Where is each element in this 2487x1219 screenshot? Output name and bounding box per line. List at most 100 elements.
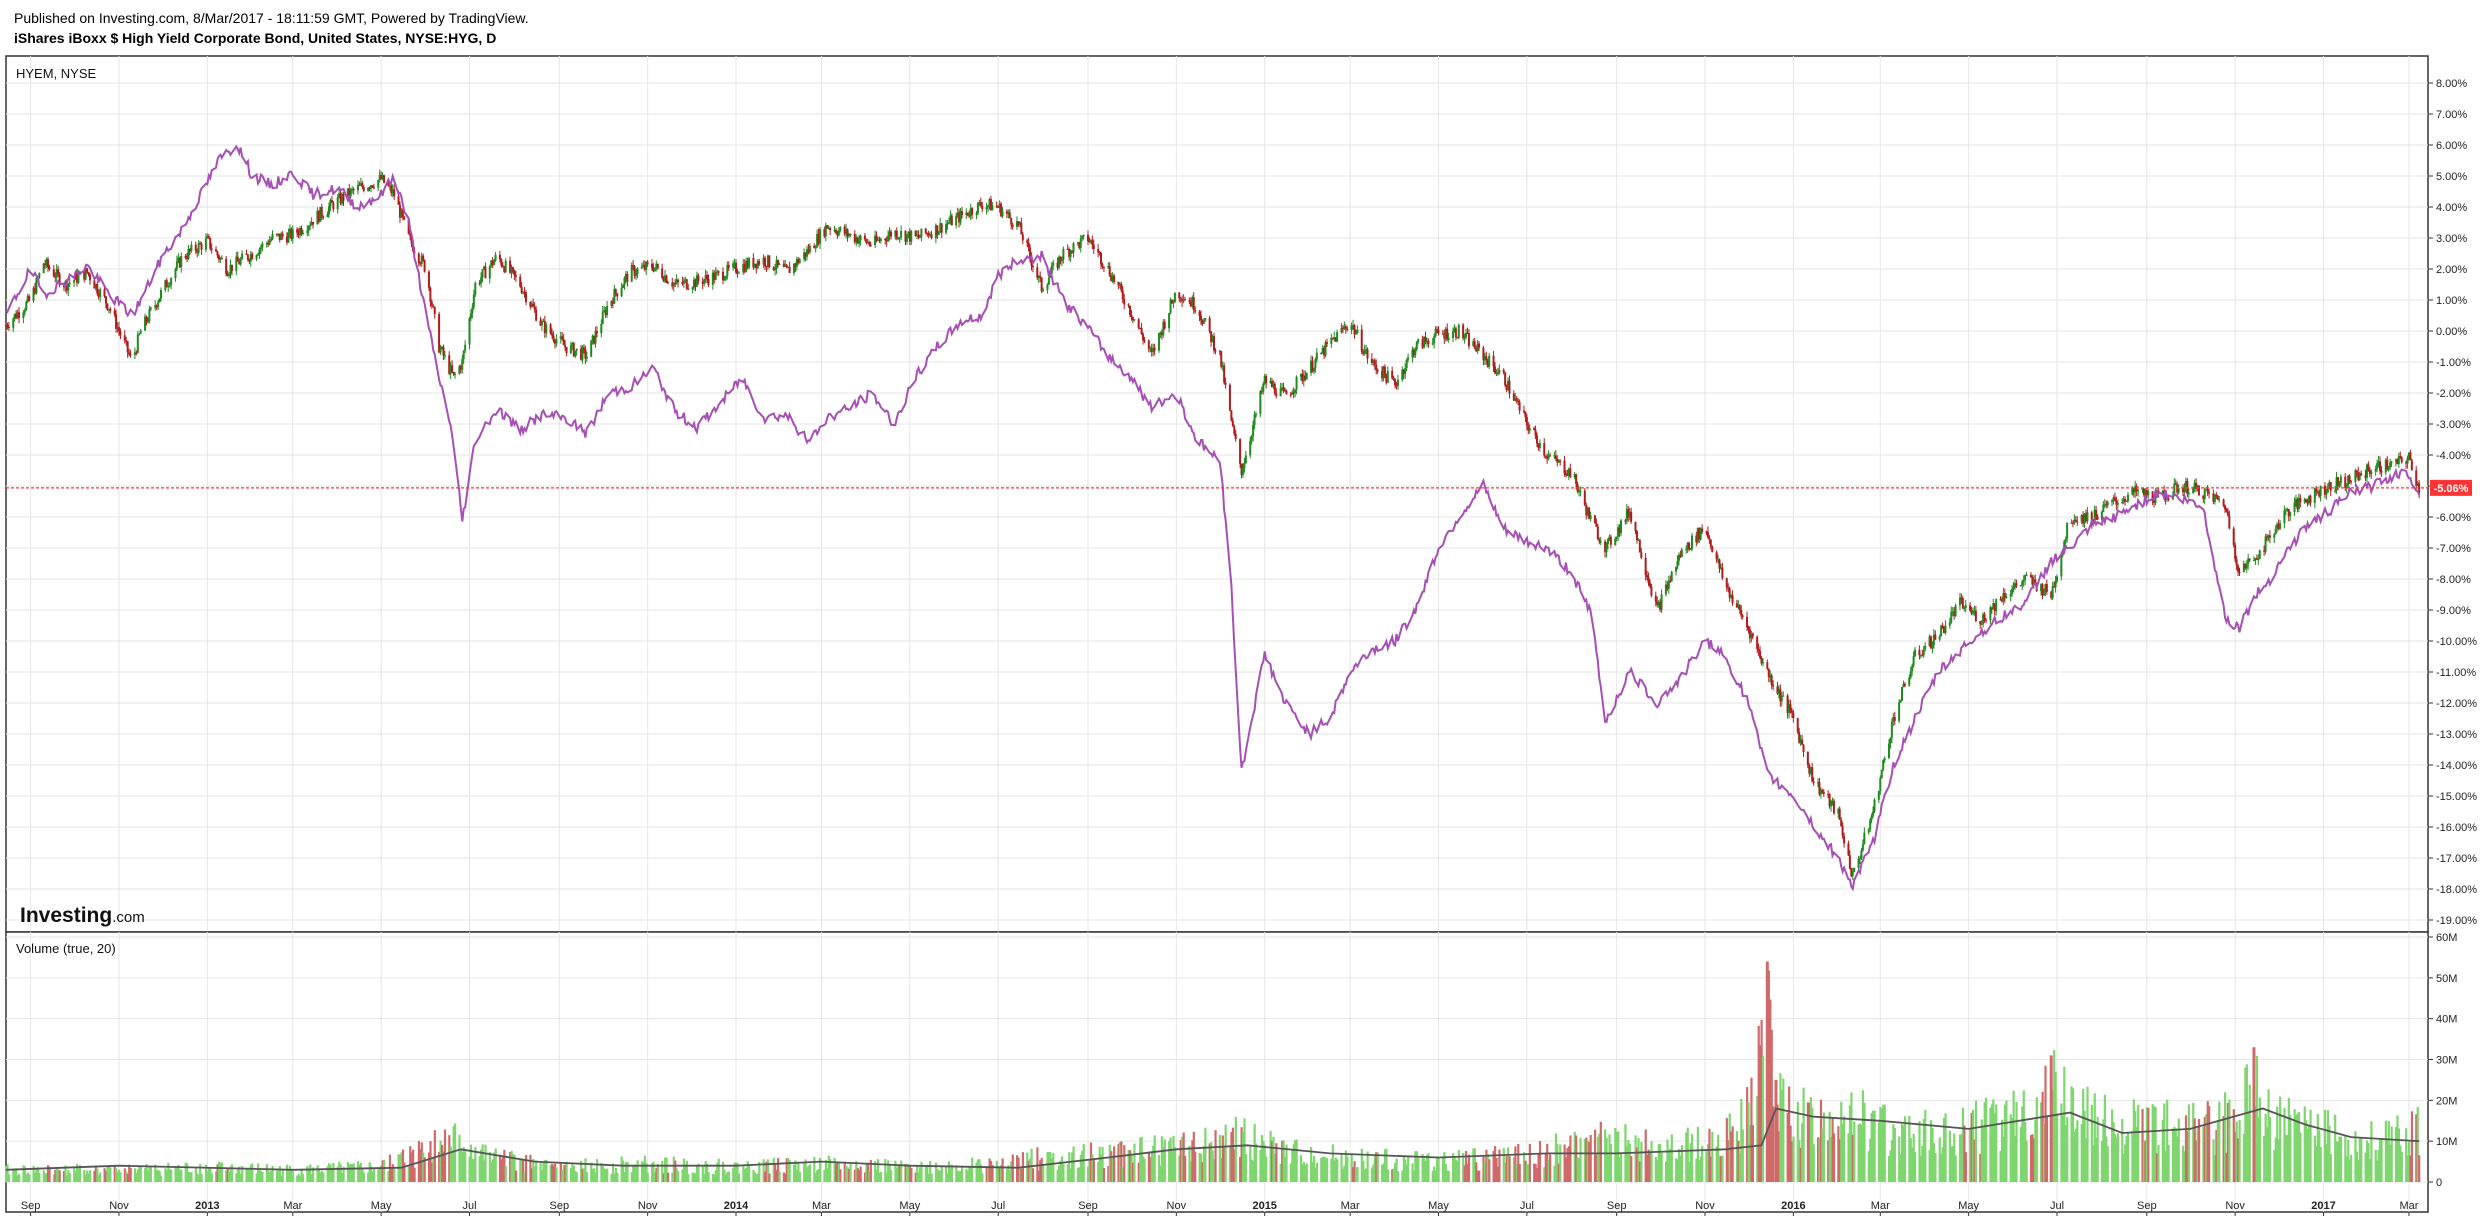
volume-bar [976,1159,980,1182]
candle-body [439,348,442,353]
candle-body [116,327,119,329]
volume-bar [846,1167,849,1182]
volume-bar [1921,1146,1924,1182]
volume-bar [808,1164,812,1182]
volume-bar [259,1170,263,1182]
candle-body [2066,522,2069,539]
candle-body [1761,662,1764,664]
price-y-axis[interactable]: 8.00%7.00%6.00%5.00%4.00%3.00%2.00%1.00%… [2428,78,2477,927]
candle-body [468,318,471,345]
candle-body [1850,868,1853,877]
candle-body [159,290,162,299]
volume-bar [827,1155,830,1182]
candle-body [2338,483,2341,486]
candle-body [2113,497,2116,501]
price-y-tick-label: -2.00% [2436,388,2471,400]
volume-bar [2080,1124,2083,1182]
candle-body [2019,585,2022,587]
volume-bar [1451,1153,1455,1182]
volume-bar [1747,1102,1750,1182]
candle-body [2360,473,2363,476]
candle-body [960,211,963,216]
volume-bar [1890,1140,1894,1182]
volume-bar [522,1159,525,1182]
volume-bar [743,1169,746,1182]
candle-body [474,282,477,295]
volume-bar [939,1170,942,1182]
volume-bar [2002,1136,2005,1182]
volume-bar [1352,1167,1355,1182]
candle-body [1983,614,1986,620]
candle-body [733,262,736,264]
volume-bar [328,1163,331,1182]
volume-bar [1588,1142,1591,1182]
volume-bar [1870,1112,1873,1182]
candle-body [1315,352,1318,360]
volume-bar [934,1162,938,1182]
candle-body [2397,456,2400,465]
candle-body [277,233,280,235]
volume-bar [144,1168,147,1182]
candle-body [1081,236,1084,239]
candle-body [735,262,738,273]
volume-bar [429,1141,432,1182]
volume-bar [352,1163,355,1182]
volume-bar [1315,1162,1319,1182]
volume-bar [772,1157,775,1182]
volume-bar [1228,1146,1232,1182]
volume-bar [1213,1159,1216,1182]
price-y-tick-label: 5.00% [2436,171,2467,183]
candle-body [1282,387,1285,391]
price-y-tick-label: -18.00% [2436,884,2477,896]
candle-body [204,238,207,250]
candle-body [387,182,390,186]
candle-body [1606,539,1609,544]
volume-bar [2015,1101,2018,1182]
volume-bar [1699,1156,1702,1182]
candle-body [99,289,102,298]
volume-bar [32,1166,35,1182]
volume-bar [1210,1142,1213,1182]
volume-bar [914,1172,917,1182]
volume-bar [448,1135,451,1182]
volume-bar [184,1162,187,1182]
candle-body [2147,491,2150,496]
candle-body [2299,497,2302,503]
volume-bar [593,1168,596,1182]
candle-body [868,242,871,245]
candle-body [381,175,384,180]
volume-y-tick-label: 20M [2436,1095,2457,1107]
candle-body [1759,651,1762,658]
candle-body [48,267,51,270]
volume-bar [1534,1164,1537,1182]
volume-bar [1640,1142,1643,1182]
volume-bar [1447,1170,1450,1182]
price-y-tick-label: 8.00% [2436,78,2467,90]
volume-bar [1578,1157,1581,1182]
candle-body [1204,317,1207,321]
price-pane[interactable]: 8.00%7.00%6.00%5.00%4.00%3.00%2.00%1.00%… [5,55,2477,933]
time-axis[interactable]: Sep Nov 2013 Mar May Jul Sep Nov 2014 Mar May Jul Se… [21,1200,2419,1216]
volume-bar [1969,1128,1972,1182]
volume-bar [2318,1130,2321,1182]
candle-body [1279,388,1282,397]
candle-body [190,244,193,251]
candle-body [2125,500,2128,502]
candle-body [1111,275,1114,281]
candle-body [1169,299,1172,314]
candle-body [2283,510,2286,524]
volume-bar [2389,1144,2392,1182]
candle-body [853,233,856,243]
candle-body [920,228,923,237]
volume-bar [190,1172,193,1182]
candle-body [1808,764,1811,774]
volume-bar [1507,1147,1510,1182]
candle-body [199,243,202,245]
candle-body [1301,373,1304,382]
candle-body [1181,299,1184,302]
candle-body [1512,393,1515,401]
volume-bar [1918,1121,1921,1182]
candle-body [1391,370,1394,379]
